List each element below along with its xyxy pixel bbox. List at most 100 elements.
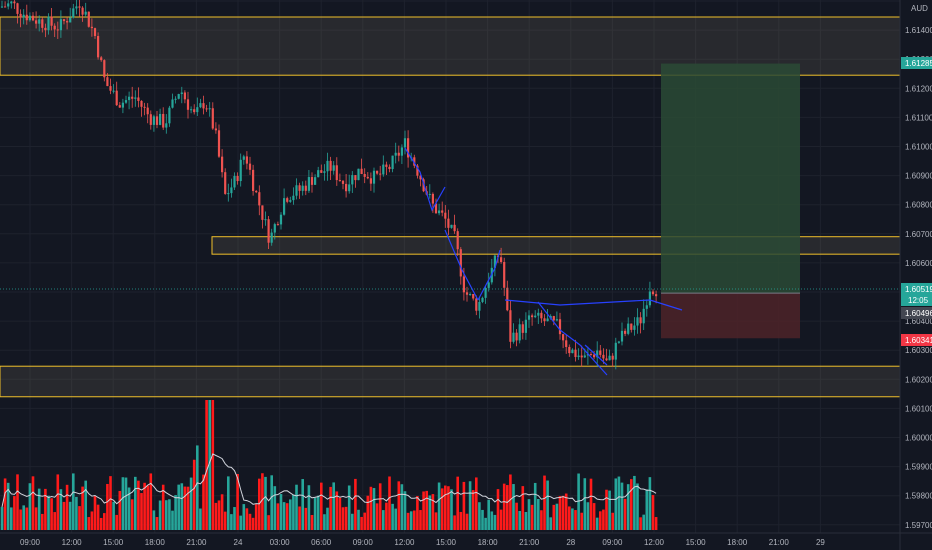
volume-bar bbox=[196, 445, 199, 530]
candle-body bbox=[624, 330, 627, 334]
candle-body bbox=[93, 28, 97, 37]
candle-body bbox=[230, 187, 233, 194]
candle-body bbox=[630, 323, 633, 330]
target-badge-bg bbox=[901, 57, 932, 69]
volume-bar bbox=[295, 484, 298, 530]
volume-bar bbox=[537, 499, 540, 530]
volume-bar bbox=[608, 490, 611, 530]
time-tick-label: 12:00 bbox=[644, 538, 665, 547]
candle-body bbox=[366, 176, 369, 179]
volume-bar bbox=[16, 474, 19, 530]
candle-body bbox=[472, 293, 475, 299]
candle-body bbox=[338, 180, 341, 182]
volume-bar bbox=[189, 477, 193, 530]
trend-line bbox=[584, 344, 608, 366]
target-price-badge[interactable]: 1.61285 bbox=[901, 57, 932, 69]
volume-bar bbox=[332, 482, 335, 530]
volume-bar bbox=[499, 509, 503, 530]
volume-bar bbox=[298, 506, 301, 530]
candle-body bbox=[143, 106, 146, 108]
candle-body bbox=[264, 219, 267, 221]
volume-bar bbox=[648, 477, 652, 530]
candle-body bbox=[459, 249, 462, 277]
candle-body bbox=[527, 315, 531, 320]
candle-body bbox=[335, 165, 338, 181]
candle-body bbox=[562, 334, 565, 341]
volume-bar bbox=[168, 499, 171, 530]
candle-body bbox=[555, 319, 558, 321]
volume-bar bbox=[140, 493, 143, 530]
volume-bar bbox=[375, 503, 379, 530]
candle-body bbox=[84, 11, 87, 15]
candle-body bbox=[190, 109, 193, 111]
candle-body bbox=[546, 318, 549, 322]
candle-body bbox=[465, 292, 469, 295]
volume-bar bbox=[574, 510, 577, 530]
volume-bar bbox=[636, 483, 639, 530]
volume-bar bbox=[217, 500, 221, 530]
time-tick-label: 21:00 bbox=[769, 538, 790, 547]
long-position-tool[interactable] bbox=[661, 63, 800, 339]
candle-body bbox=[31, 15, 35, 21]
volume-bar bbox=[586, 502, 590, 530]
volume-bar bbox=[22, 505, 25, 530]
candle-body bbox=[639, 317, 642, 324]
candle-body bbox=[255, 190, 258, 193]
volume-bar bbox=[366, 495, 370, 530]
candle-body bbox=[66, 21, 69, 23]
volume-bar bbox=[208, 400, 211, 530]
candle-body bbox=[90, 26, 93, 29]
candle-body bbox=[252, 169, 255, 191]
candle-body bbox=[56, 29, 59, 31]
volume-bar bbox=[220, 494, 224, 530]
volume-bar bbox=[233, 507, 236, 530]
volume-bar bbox=[654, 517, 658, 530]
volume-bar bbox=[53, 512, 56, 530]
entry-price-badge[interactable]: 1.60496 bbox=[901, 307, 932, 319]
volume-bar bbox=[270, 475, 273, 530]
price-tick-label: 1.61000 bbox=[905, 143, 932, 152]
trend-drawings[interactable] bbox=[404, 147, 683, 376]
candle-body bbox=[310, 177, 314, 185]
candle-body bbox=[593, 354, 596, 358]
candle-body bbox=[484, 287, 487, 298]
time-tick-label: 15:00 bbox=[436, 538, 457, 547]
volume-bar bbox=[248, 513, 252, 530]
candle-body bbox=[565, 340, 568, 347]
volume-bar bbox=[552, 504, 556, 530]
candle-body bbox=[329, 160, 332, 171]
candle-body bbox=[531, 315, 534, 318]
volume-bar bbox=[555, 503, 559, 530]
candle-body bbox=[655, 294, 658, 297]
volume-bar bbox=[475, 477, 478, 530]
volume-bar bbox=[313, 497, 317, 530]
volume-bar bbox=[13, 496, 16, 530]
time-axis[interactable]: 09:00 12:00 15:00 18:00 21:00 24 03:00 06:00 09:… bbox=[20, 538, 825, 547]
current-price-badge[interactable]: 1.60519 12:05 bbox=[901, 283, 932, 306]
candle-body bbox=[239, 159, 242, 182]
volume-moving-average bbox=[1, 453, 657, 508]
candle-body bbox=[320, 170, 323, 173]
price-tick-label: 1.59700 bbox=[905, 521, 932, 530]
volume-bar bbox=[564, 493, 568, 530]
volume-bar bbox=[558, 496, 562, 530]
volume-bar bbox=[78, 506, 81, 530]
candle-body bbox=[372, 170, 376, 184]
candle-body bbox=[469, 293, 472, 295]
time-tick-label: 21:00 bbox=[186, 538, 207, 547]
volume-bar bbox=[471, 490, 475, 530]
candle-body bbox=[400, 147, 403, 156]
volume-bar bbox=[103, 513, 106, 530]
volume-bar bbox=[611, 512, 614, 530]
candle-body bbox=[323, 171, 326, 173]
volume-bar bbox=[41, 513, 44, 530]
candle-body bbox=[586, 354, 589, 356]
volume-bar bbox=[568, 506, 571, 530]
candle-body bbox=[4, 6, 7, 8]
time-tick-label: 06:00 bbox=[311, 538, 332, 547]
time-tick-label: 09:00 bbox=[353, 538, 374, 547]
stop-price-badge[interactable]: 1.60341 bbox=[901, 334, 932, 346]
volume-bar bbox=[347, 485, 351, 530]
candle-body bbox=[59, 19, 62, 31]
